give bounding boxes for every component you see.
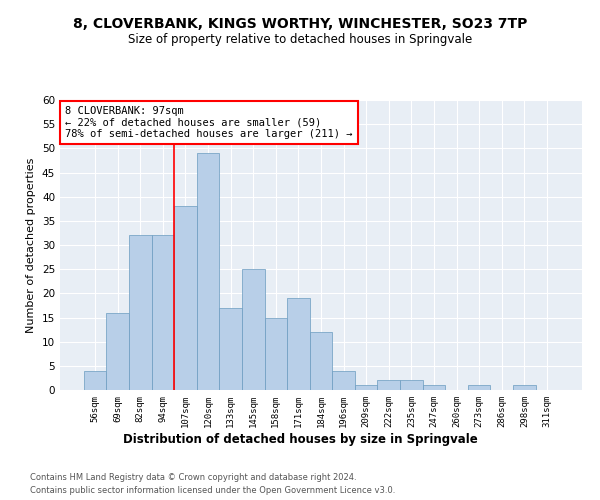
Bar	[287, 298, 310, 390]
Bar	[332, 370, 355, 390]
Bar	[422, 385, 445, 390]
Bar	[400, 380, 422, 390]
Bar	[84, 370, 106, 390]
Bar	[129, 236, 152, 390]
Bar	[242, 269, 265, 390]
Bar	[152, 236, 174, 390]
Text: 8, CLOVERBANK, KINGS WORTHY, WINCHESTER, SO23 7TP: 8, CLOVERBANK, KINGS WORTHY, WINCHESTER,…	[73, 18, 527, 32]
Text: Contains HM Land Registry data © Crown copyright and database right 2024.: Contains HM Land Registry data © Crown c…	[30, 472, 356, 482]
Bar	[174, 206, 197, 390]
Text: 8 CLOVERBANK: 97sqm
← 22% of detached houses are smaller (59)
78% of semi-detach: 8 CLOVERBANK: 97sqm ← 22% of detached ho…	[65, 106, 353, 139]
Bar	[468, 385, 490, 390]
Bar	[265, 318, 287, 390]
Bar	[197, 153, 220, 390]
Bar	[377, 380, 400, 390]
Bar	[220, 308, 242, 390]
Y-axis label: Number of detached properties: Number of detached properties	[26, 158, 37, 332]
Bar	[106, 312, 129, 390]
Text: Contains public sector information licensed under the Open Government Licence v3: Contains public sector information licen…	[30, 486, 395, 495]
Bar	[310, 332, 332, 390]
Bar	[355, 385, 377, 390]
Bar	[513, 385, 536, 390]
Text: Size of property relative to detached houses in Springvale: Size of property relative to detached ho…	[128, 32, 472, 46]
Text: Distribution of detached houses by size in Springvale: Distribution of detached houses by size …	[122, 432, 478, 446]
